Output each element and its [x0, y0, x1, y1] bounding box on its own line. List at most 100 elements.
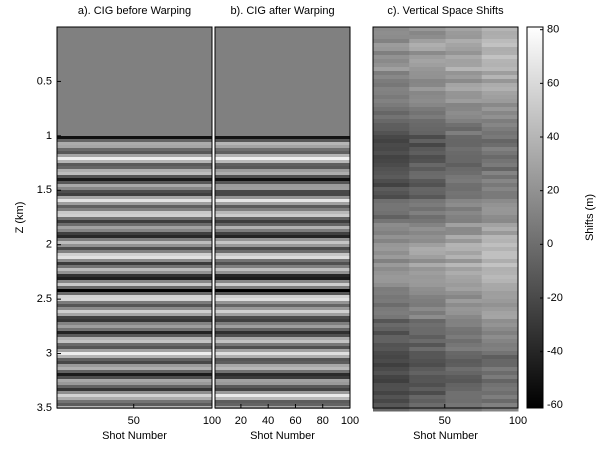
image-cell: [481, 283, 519, 288]
image-cell: [373, 199, 410, 204]
image-cell: [373, 399, 410, 404]
image-cell: [409, 367, 446, 372]
image-cell: [409, 259, 446, 264]
image-cell: [445, 79, 483, 84]
image-cell: [373, 99, 410, 104]
image-band: [215, 319, 350, 322]
image-cell: [409, 183, 446, 188]
image-cell: [481, 319, 519, 324]
image-cell: [481, 215, 519, 220]
image-cell: [373, 239, 410, 244]
image-band: [57, 172, 212, 175]
image-cell: [373, 123, 410, 128]
image-cell: [481, 367, 519, 372]
image-cell: [409, 91, 446, 96]
image-cell: [373, 387, 410, 392]
image-band: [215, 271, 350, 274]
image-band: [57, 379, 212, 382]
image-band: [215, 250, 350, 253]
image-cell: [481, 391, 519, 396]
image-cell: [445, 35, 483, 40]
image-band: [215, 172, 350, 175]
image-band: [215, 205, 350, 208]
image-band: [215, 154, 350, 157]
image-cell: [409, 263, 446, 268]
image-cell: [445, 343, 483, 348]
image-cell: [409, 303, 446, 308]
image-cell: [481, 163, 519, 168]
image-cell: [481, 71, 519, 76]
image-cell: [445, 39, 483, 44]
image-cell: [481, 91, 519, 96]
image-cell: [481, 175, 519, 180]
image-band: [57, 337, 212, 340]
image-cell: [481, 375, 519, 380]
image-cell: [445, 347, 483, 352]
image-band: [215, 226, 350, 229]
image-cell: [445, 223, 483, 228]
image-cell: [409, 319, 446, 324]
image-cell: [445, 267, 483, 272]
image-band: [57, 403, 212, 406]
image-background: [57, 27, 212, 136]
image-cell: [373, 107, 410, 112]
image-band: [57, 310, 212, 313]
image-band: [57, 148, 212, 151]
image-cell: [481, 343, 519, 348]
image-band: [215, 265, 350, 268]
image-cell: [373, 403, 410, 408]
image-band: [215, 325, 350, 328]
image-cell: [409, 243, 446, 248]
image-band: [215, 139, 350, 142]
image-cell: [373, 167, 410, 172]
image-cell: [373, 243, 410, 248]
image-cell: [409, 399, 446, 404]
image-cell: [445, 399, 483, 404]
image-cell: [409, 311, 446, 316]
image-band: [215, 160, 350, 163]
image-cell: [481, 159, 519, 164]
image-band: [57, 319, 212, 322]
image-cell: [409, 51, 446, 56]
image-cell: [445, 323, 483, 328]
image-cell: [481, 211, 519, 216]
x-tick-label: 100: [203, 415, 221, 427]
x-tick-label: 50: [439, 415, 451, 427]
image-cell: [373, 307, 410, 312]
image-cell: [409, 123, 446, 128]
image-cell: [373, 171, 410, 176]
image-band: [57, 190, 212, 193]
image-cell: [481, 403, 519, 408]
image-cell: [409, 39, 446, 44]
image-band: [215, 178, 350, 181]
image-cell: [445, 283, 483, 288]
image-cell: [481, 207, 519, 212]
image-cell: [445, 219, 483, 224]
image-cell: [445, 63, 483, 68]
image-band: [215, 301, 350, 304]
image-cell: [409, 195, 446, 200]
image-cell: [445, 231, 483, 236]
image-band: [57, 268, 212, 271]
image-cell: [409, 179, 446, 184]
image-cell: [373, 51, 410, 56]
image-cell: [409, 167, 446, 172]
x-tick-label: 100: [341, 415, 359, 427]
image-cell: [409, 27, 446, 32]
image-band: [215, 145, 350, 148]
image-cell: [445, 175, 483, 180]
image-band: [57, 220, 212, 223]
image-cell: [409, 139, 446, 144]
image-band: [57, 238, 212, 241]
image-cell: [445, 251, 483, 256]
image-band: [215, 295, 350, 298]
image-band: [57, 373, 212, 376]
axes-box: [56, 26, 213, 409]
image-cell: [373, 247, 410, 252]
image-cell: [481, 35, 519, 40]
image-band: [57, 256, 212, 259]
image-cell: [409, 31, 446, 36]
image-band: [57, 217, 212, 220]
image-band: [57, 196, 212, 199]
